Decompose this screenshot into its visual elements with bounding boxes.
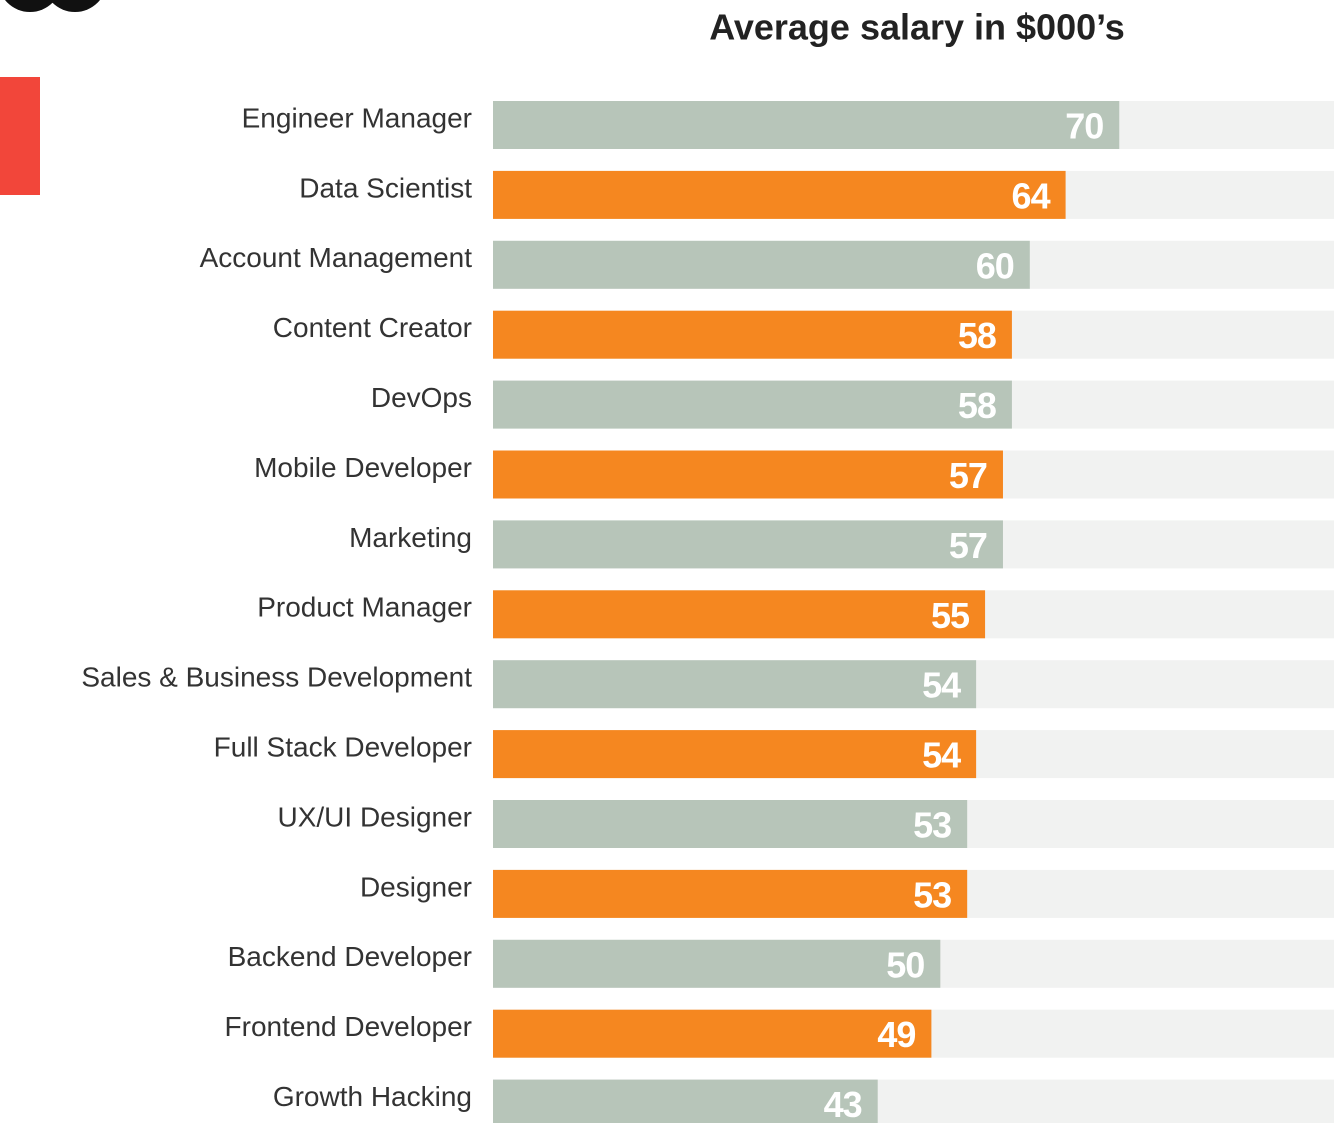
bar bbox=[493, 450, 1003, 499]
value-label: 53 bbox=[913, 805, 951, 846]
bar bbox=[493, 660, 977, 709]
bar bbox=[493, 939, 941, 988]
value-label: 49 bbox=[877, 1014, 915, 1055]
value-label: 64 bbox=[1012, 175, 1051, 216]
decor-bar bbox=[0, 77, 40, 195]
bar bbox=[493, 101, 1120, 149]
value-label: 43 bbox=[824, 1084, 862, 1123]
value-label: 54 bbox=[922, 735, 961, 776]
category-label: Sales & Business Development bbox=[81, 662, 472, 693]
category-label: UX/UI Designer bbox=[277, 801, 472, 832]
category-label: DevOps bbox=[371, 382, 472, 413]
value-label: 50 bbox=[886, 944, 924, 985]
bar bbox=[493, 800, 968, 848]
bar bbox=[493, 1079, 878, 1123]
category-label: Backend Developer bbox=[228, 941, 472, 972]
value-label: 57 bbox=[949, 455, 987, 496]
bar bbox=[493, 380, 1012, 429]
category-label: Product Manager bbox=[257, 592, 472, 623]
bar bbox=[493, 520, 1003, 569]
decor-circle bbox=[5, 0, 55, 12]
value-label: 54 bbox=[922, 665, 961, 706]
value-label: 58 bbox=[958, 385, 996, 426]
value-label: 58 bbox=[958, 315, 996, 356]
value-label: 70 bbox=[1065, 106, 1103, 147]
category-label: Data Scientist bbox=[299, 172, 472, 203]
value-label: 55 bbox=[931, 595, 970, 636]
bar bbox=[493, 1009, 932, 1058]
category-label: Content Creator bbox=[273, 312, 472, 343]
bar bbox=[493, 590, 986, 639]
bar bbox=[493, 310, 1012, 359]
category-label: Full Stack Developer bbox=[214, 731, 472, 762]
bar bbox=[493, 730, 977, 779]
category-label: Marketing bbox=[349, 522, 472, 553]
category-label: Account Management bbox=[200, 242, 473, 273]
category-label: Frontend Developer bbox=[225, 1011, 472, 1042]
value-label: 60 bbox=[976, 245, 1014, 286]
category-label: Mobile Developer bbox=[254, 452, 472, 483]
category-label: Engineer Manager bbox=[242, 102, 472, 133]
bar bbox=[493, 869, 968, 918]
chart-title: Average salary in $000’s bbox=[709, 7, 1125, 48]
value-label: 57 bbox=[949, 525, 987, 566]
category-label: Growth Hacking bbox=[273, 1081, 472, 1112]
category-label: Designer bbox=[360, 871, 472, 902]
value-label: 53 bbox=[913, 874, 951, 915]
bar bbox=[493, 170, 1066, 219]
bar bbox=[493, 240, 1030, 289]
decor-circle bbox=[50, 0, 100, 12]
